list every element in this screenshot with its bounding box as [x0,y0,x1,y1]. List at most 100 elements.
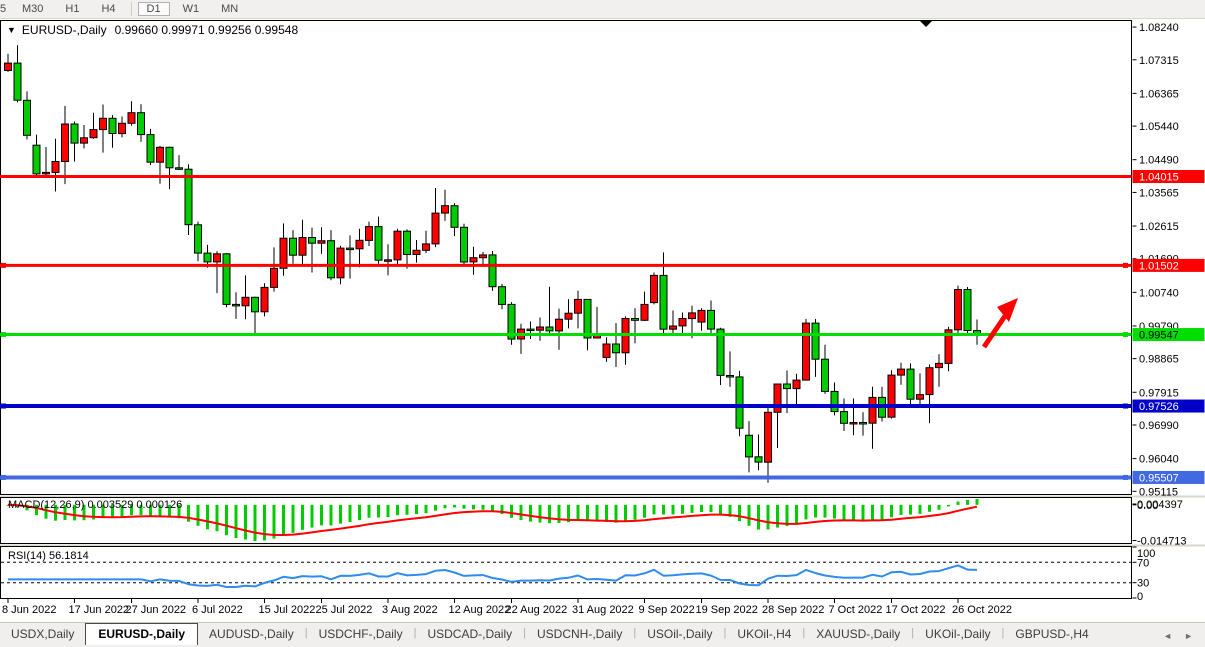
candle [716,327,725,385]
date-axis-label: 17 Jun 2022 [69,604,130,616]
price-axis-label: 1.08240 [1139,22,1179,34]
candle [536,317,544,341]
symbol-tab-usdcnh-daily[interactable]: USDCNH-,Daily [537,627,623,641]
macd-histogram-bar [757,504,760,530]
candle-body [422,243,430,251]
candle [42,147,50,179]
candle [222,253,231,308]
symbol-tab-usdcad-daily[interactable]: USDCAD-,Daily [427,627,513,641]
symbol-tab-gbpusd-h4[interactable]: GBPUSD-,H4 [1015,627,1089,641]
timeframe-button-h4[interactable]: H4 [101,3,116,15]
chart-shift-marker-icon[interactable] [920,21,932,27]
candle-body [631,318,639,321]
symbol-tab-eurusd-daily[interactable]: EURUSD-,Daily [85,623,199,645]
macd-histogram-bar [785,504,789,527]
candle [602,337,611,362]
candle [213,251,221,294]
macd-histogram-bar [956,501,960,505]
candle-body [336,247,345,279]
line-handle-right[interactable] [1123,262,1128,268]
date-axis-label: 9 Sep 2022 [639,604,695,616]
candle-body [707,309,715,330]
panel-separator[interactable] [0,495,1205,498]
candle [650,272,658,305]
candle [773,383,782,448]
tab-scroll-left-icon[interactable]: ◄ [1163,630,1173,641]
symbol-tab-usoil-daily[interactable]: USOil-,Daily [647,627,713,641]
candle [726,351,734,387]
symbol-tab-audusd-daily[interactable]: AUDUSD-,Daily [209,627,294,641]
symbol-tab-xauusd-daily[interactable]: XAUUSD-,Daily [816,627,901,641]
timeframe-button-m30[interactable]: M30 [22,3,44,15]
candle-body [688,312,696,320]
tab-divider: | [633,627,637,639]
candle [32,134,41,178]
date-axis-label: 26 Oct 2022 [952,604,1012,616]
macd-histogram-bar [358,504,361,521]
rsi-axis-label: 100 [1137,548,1155,560]
line-handle-left[interactable] [1,262,6,268]
timeframe-button-5[interactable]: 5 [0,3,7,15]
candle-body [935,362,943,369]
candle [184,164,193,235]
candle-body [602,343,611,358]
candle [574,290,582,329]
price-flag-label: 0.97526 [1139,401,1179,413]
symbol-tab-ukoil-h4[interactable]: UKOil-,H4 [737,627,792,641]
candle-body [61,123,69,162]
timeframe-button-h1[interactable]: H1 [65,3,80,15]
trend-arrow-shaft[interactable] [981,314,1008,349]
candle [118,116,126,138]
line-handle-left[interactable] [1,332,6,338]
line-handle-right[interactable] [1123,332,1128,338]
line-handle-left[interactable] [1,474,6,480]
macd-histogram-bar [728,504,732,517]
trend-arrow-head-icon[interactable] [997,298,1018,322]
panel-separator[interactable] [0,544,1205,547]
macd-histogram-bar [795,504,798,525]
macd-histogram-bar [44,504,48,519]
macd-histogram-bar [538,504,542,523]
candle [99,104,107,153]
price-flag [1132,258,1205,272]
symbol-dropdown-icon[interactable]: ▼ [7,25,16,35]
candle-body [859,422,867,425]
candle-body [51,161,60,173]
timeframe-toolbar: 5 M30 H1 H4 D1 W1 MN [0,0,1205,19]
symbol-tab-usdx-daily[interactable]: USDX,Daily [11,627,75,641]
macd-histogram-bar [586,504,589,522]
macd-histogram-bar [662,504,665,515]
macd-histogram-bar [386,504,390,518]
timeframe-button-d1[interactable]: D1 [137,2,170,16]
line-handle-left[interactable] [1,403,6,409]
line-handle-right[interactable] [1123,474,1128,480]
candle [821,344,829,394]
macd-histogram-bar [852,504,855,521]
macd-histogram-bar [377,504,380,518]
candle-body [241,296,250,307]
candle-body [802,322,810,381]
macd-histogram-bar [215,504,219,532]
timeframe-button-mn[interactable]: MN [221,3,239,15]
macd-histogram-bar [196,504,200,526]
tab-scroll-right-icon[interactable]: ► [1184,630,1193,641]
macd-histogram-bar [348,504,352,523]
line-handle-right[interactable] [1123,403,1128,409]
symbol-tab-ukoil-daily[interactable]: UKOil-,Daily [925,627,991,641]
macd-histogram-bar [481,504,485,510]
candle-body [963,289,972,331]
macd-histogram-bar [396,504,399,516]
macd-histogram-bar [909,504,912,515]
candle-body [916,394,924,400]
candle-body [260,286,269,313]
candle-body [13,62,22,101]
symbol-tab-usdchf-daily[interactable]: USDCHF-,Daily [318,627,403,641]
macd-histogram-bar [424,504,428,514]
candle-body [232,303,240,307]
macd-histogram-bar [92,504,95,520]
candle [374,216,383,264]
timeframe-button-w1[interactable]: W1 [182,3,200,15]
candle-body [536,326,544,331]
candle-body [184,168,193,226]
candle-body [574,298,582,314]
